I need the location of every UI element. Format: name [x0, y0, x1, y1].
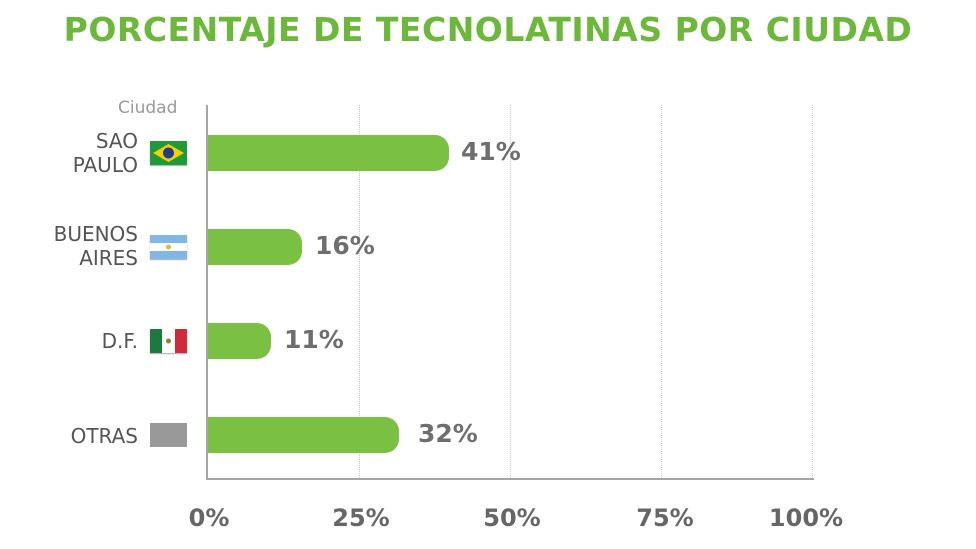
- chart-title: PORCENTAJE DE TECNOLATINAS POR CIUDAD: [63, 10, 913, 49]
- bar-otras: [208, 417, 399, 453]
- gridline-50: [510, 105, 511, 478]
- category-label: SAO PAULO: [72, 129, 138, 177]
- x-tick: 50%: [483, 504, 541, 532]
- category-label: D.F.: [101, 329, 138, 353]
- value-label: 41%: [461, 137, 521, 166]
- x-tick: 25%: [332, 504, 390, 532]
- x-tick: 75%: [636, 504, 694, 532]
- y-axis: [206, 105, 208, 480]
- y-axis-label: Ciudad: [118, 98, 178, 118]
- bar-sao-paulo: [208, 135, 449, 171]
- mexico-flag-icon: [150, 329, 187, 353]
- argentina-flag-icon: [150, 235, 187, 259]
- gray-square-icon: [150, 423, 187, 447]
- category-label: BUENOS AIRES: [53, 222, 138, 270]
- bar-df: [208, 323, 271, 359]
- gridline-75: [661, 105, 662, 478]
- bar-buenos-aires: [208, 229, 302, 265]
- x-tick: 0%: [188, 504, 230, 532]
- gridline-100: [812, 105, 813, 478]
- value-label: 16%: [315, 231, 375, 260]
- x-axis: [206, 478, 814, 480]
- category-label: OTRAS: [70, 424, 138, 448]
- value-label: 32%: [418, 419, 478, 448]
- gridline-25: [359, 105, 360, 478]
- x-tick: 100%: [768, 504, 844, 532]
- value-label: 11%: [284, 325, 344, 354]
- brazil-flag-icon: [150, 141, 187, 165]
